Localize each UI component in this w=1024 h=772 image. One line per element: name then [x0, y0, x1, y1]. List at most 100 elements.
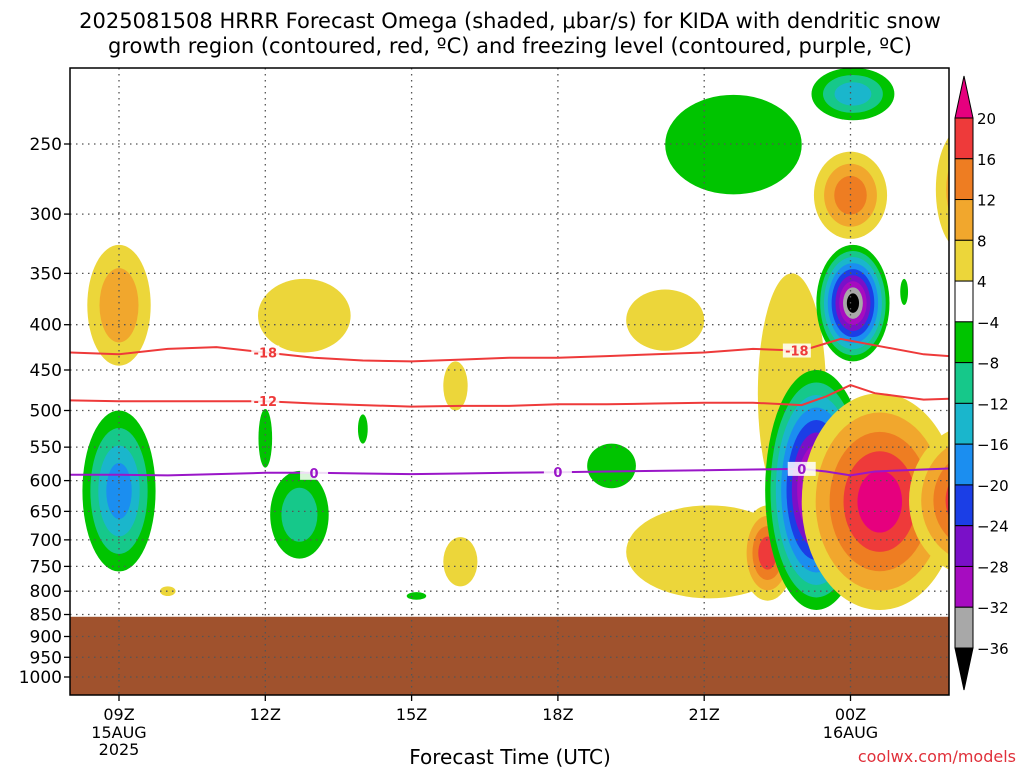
- colorbar-label-9: −20: [977, 477, 1009, 495]
- y-tick-label-450: 450: [30, 361, 62, 381]
- y-tick-label-950: 950: [30, 648, 62, 668]
- colorbar-swatch-12: [954, 565, 974, 608]
- contour-label-bg-1-0: [251, 394, 280, 409]
- colorbar-bottom-arrow: [954, 647, 974, 691]
- y-tick-label-550: 550: [30, 438, 62, 458]
- y-tick-label-400: 400: [30, 316, 62, 336]
- colorbar-label-10: −24: [977, 518, 1009, 536]
- contour-label-bg-0-0: [251, 345, 280, 360]
- colorbar-swatch-6: [954, 321, 974, 364]
- y-tick-label-1000: 1000: [19, 668, 62, 688]
- omega-region-13-level-0: [665, 94, 802, 195]
- colorbar: 20 16 12 8 4 −4 −8 −12 −16 −20 −24 −28 −32 −36: [954, 75, 1009, 691]
- omega-region-6-level-0: [257, 278, 351, 353]
- contour-line--18: [70, 337, 949, 363]
- colorbar-top-arrow: [954, 75, 974, 119]
- contour-label-bg-2-1: [543, 465, 572, 480]
- omega-region-16-level-2: [834, 82, 872, 106]
- colorbar-swatch-7: [954, 362, 974, 404]
- colorbar-label-5: −4: [977, 314, 999, 332]
- colorbar-swatch-9: [954, 443, 974, 486]
- y-tick-label-500: 500: [30, 402, 62, 422]
- omega-region-3-level-1: [281, 487, 318, 542]
- colorbar-swatch-2: [954, 158, 974, 201]
- contour-label-0: 0: [797, 463, 806, 478]
- contour-label--18: -18: [254, 347, 278, 362]
- omega-region-11-level-0: [626, 289, 705, 351]
- contour-label-bg-0-1: [782, 343, 811, 358]
- x-tick-label-00Z: 00Z: [835, 705, 866, 724]
- colorbar-label-13: −36: [977, 640, 1009, 658]
- colorbar-label-7: −12: [977, 395, 1009, 413]
- y-tick-label-600: 600: [30, 472, 62, 492]
- colorbar-label-2: 12: [977, 192, 996, 210]
- contour-label-bg-2-2: [787, 461, 816, 476]
- omega-region-21-level-4: [857, 470, 903, 533]
- colorbar-label-3: 8: [977, 232, 987, 250]
- colorbar-label-6: −8: [977, 355, 999, 373]
- x-tick-label-15Z: 15Z: [396, 705, 427, 724]
- y-tick-label-900: 900: [30, 627, 62, 647]
- omega-region-9-level-0: [406, 592, 427, 600]
- x-tick-date-09Z: 15AUG: [91, 723, 146, 742]
- y-tick-label-650: 650: [30, 502, 62, 522]
- contour-label-bg-2-0: [300, 465, 329, 480]
- colorbar-label-4: 4: [977, 273, 987, 291]
- contour-label-0: 0: [310, 467, 319, 482]
- colorbar-swatch-8: [954, 402, 974, 445]
- x-tick-label-09Z: 09Z: [103, 705, 134, 724]
- colorbar-label-8: −16: [977, 436, 1009, 454]
- y-tick-label-800: 800: [30, 582, 62, 602]
- x-tick-year-09Z: 2025: [99, 740, 140, 759]
- x-tick-date-00Z: 16AUG: [823, 723, 878, 742]
- omega-region-4-level-0: [258, 408, 273, 468]
- colorbar-swatch-11: [954, 525, 974, 567]
- omega-region-22-level-3: [945, 484, 949, 517]
- x-tick-label-21Z: 21Z: [689, 705, 720, 724]
- omega-region-20-level-8: [846, 293, 860, 313]
- temperature-contours: -18 -18 -12 0 0 0: [70, 337, 949, 482]
- omega-region-5-level-0: [357, 414, 368, 444]
- chart-title-line2: growth region (contoured, red, ºC) and f…: [108, 34, 912, 58]
- y-tick-label-700: 700: [30, 531, 62, 551]
- omega-region-22-level-2: [933, 462, 949, 538]
- colorbar-label-1: 16: [977, 151, 996, 169]
- colorbar-swatch-5: [954, 280, 974, 323]
- colorbar-swatch-4: [954, 239, 974, 282]
- contour-label--18: -18: [785, 345, 809, 360]
- chart-title-line1: 2025081508 HRRR Forecast Omega (shaded, …: [79, 9, 941, 33]
- omega-shading: [82, 68, 949, 610]
- colorbar-swatch-13: [954, 606, 974, 649]
- y-axis-ticks: 2503003504004505005506006507007508008509…: [19, 135, 70, 688]
- contour-label-0: 0: [553, 466, 562, 481]
- x-tick-label-18Z: 18Z: [542, 705, 573, 724]
- contour-label--12: -12: [254, 395, 278, 410]
- contour-line--12: [70, 384, 949, 408]
- colorbar-label-0: 20: [977, 110, 996, 128]
- y-tick-label-350: 350: [30, 264, 62, 284]
- credit-link[interactable]: coolwx.com/models: [858, 747, 1016, 766]
- y-tick-label-850: 850: [30, 606, 62, 626]
- terrain-ground: [70, 616, 949, 695]
- omega-region-1-level-3: [106, 462, 132, 519]
- colorbar-swatch-10: [954, 484, 974, 527]
- x-tick-label-12Z: 12Z: [250, 705, 281, 724]
- omega-region-8-level-0: [443, 537, 478, 587]
- y-tick-label-750: 750: [30, 557, 62, 577]
- omega-region-0-level-1: [99, 268, 139, 343]
- omega-region-25-level-0: [900, 278, 909, 305]
- y-tick-label-250: 250: [30, 135, 62, 155]
- omega-region-7-level-0: [443, 361, 468, 411]
- y-tick-label-300: 300: [30, 205, 62, 225]
- omega-region-10-level-0: [587, 443, 636, 489]
- plot-frame: [69, 67, 950, 696]
- colorbar-label-11: −28: [977, 558, 1009, 576]
- colorbar-swatch-1: [954, 117, 974, 160]
- colorbar-label-12: −32: [977, 599, 1009, 617]
- omega-region-2-level-0: [159, 586, 176, 596]
- x-axis-label: Forecast Time (UTC): [409, 745, 611, 768]
- colorbar-swatch-3: [954, 199, 974, 241]
